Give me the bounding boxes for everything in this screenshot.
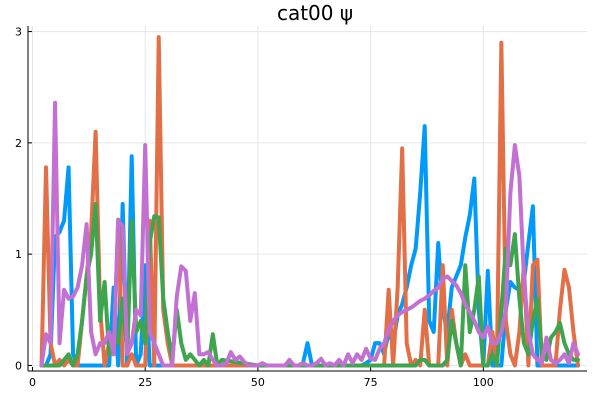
x-tick-label: 75 <box>364 376 378 389</box>
x-tick-label: 25 <box>138 376 152 389</box>
series-line-4 <box>39 100 580 368</box>
chart-title: cat00 ψ <box>277 1 353 25</box>
x-tick-label: 0 <box>29 376 36 389</box>
y-tick-label: 2 <box>15 137 22 150</box>
y-tick-label: 1 <box>15 248 22 261</box>
series-lines <box>39 35 580 368</box>
axes <box>27 26 587 372</box>
y-ticks: 0 1 2 3 <box>15 26 32 372</box>
x-tick-label: 100 <box>473 376 494 389</box>
y-tick-label: 0 <box>15 359 22 372</box>
y-tick-label: 3 <box>15 26 22 39</box>
x-ticks: 0 25 50 75 100 <box>29 367 494 389</box>
series-line-3 <box>39 202 580 368</box>
series-line-1 <box>39 124 580 368</box>
x-tick-label: 50 <box>251 376 265 389</box>
